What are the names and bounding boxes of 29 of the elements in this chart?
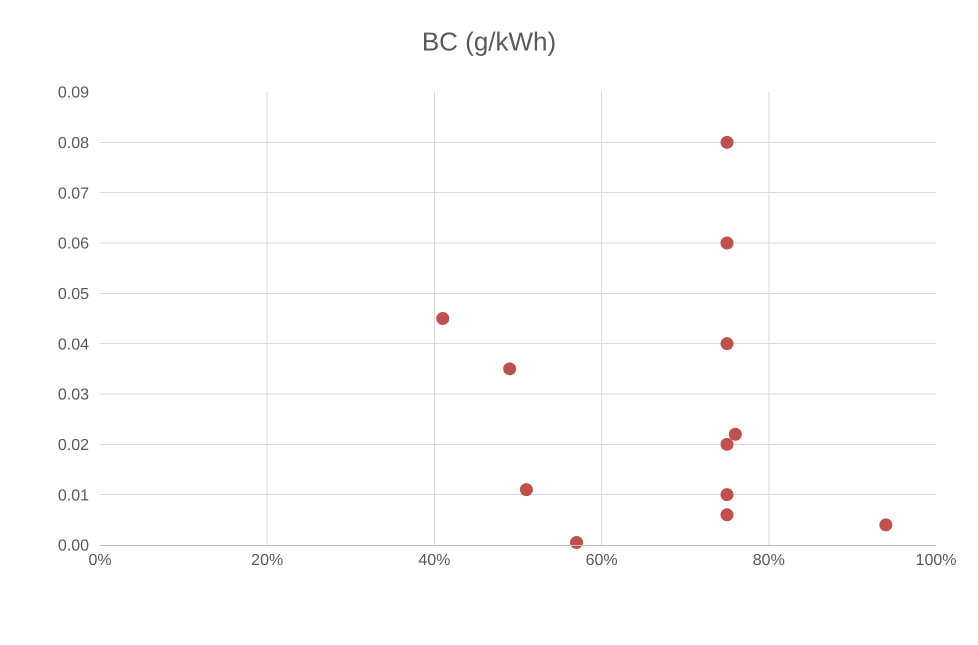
point <box>720 136 734 149</box>
point <box>728 428 742 441</box>
point <box>520 483 533 496</box>
point <box>720 508 734 522</box>
y-tick-label: 0.03 <box>58 386 90 404</box>
chart-title: BC (g/kWh) <box>422 26 556 56</box>
point <box>436 312 450 325</box>
y-tick-label: 0.02 <box>58 436 90 454</box>
point <box>720 236 734 250</box>
point <box>720 337 734 350</box>
y-tick-label: 0.06 <box>58 236 90 253</box>
y-tick-label: 0.09 <box>58 84 90 102</box>
x-tick-label: 0% <box>88 552 112 570</box>
point <box>879 518 892 532</box>
y-tick-label: 0.08 <box>58 134 90 152</box>
y-tick-label: 0.01 <box>58 487 90 504</box>
x-tick-label: 100% <box>916 552 956 570</box>
x-tick-label: 20% <box>251 552 284 570</box>
point <box>503 362 516 376</box>
point <box>570 536 584 549</box>
y-tick-label: 0.00 <box>58 538 90 555</box>
x-tick-label: 80% <box>752 552 785 570</box>
y-tick-label: 0.05 <box>58 286 90 303</box>
point <box>720 438 734 451</box>
x-tick-label: 60% <box>586 552 618 570</box>
y-tick-label: 0.07 <box>58 185 90 202</box>
y-tick-label: 0.04 <box>58 336 90 354</box>
point <box>720 488 734 502</box>
x-tick-label: 40% <box>418 552 450 570</box>
